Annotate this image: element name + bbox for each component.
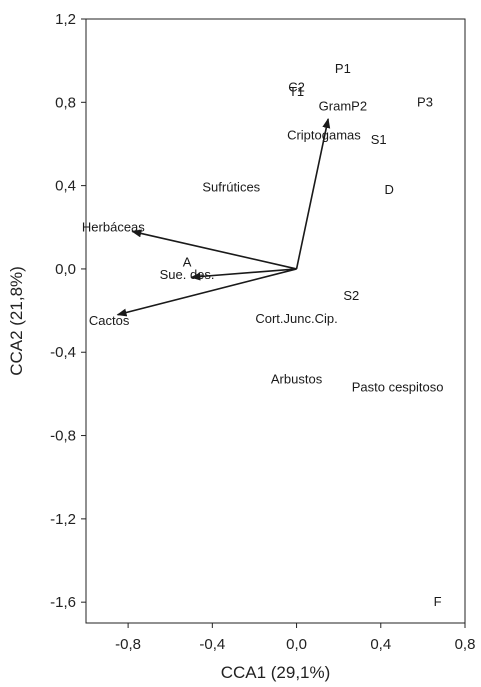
vector-arrow [190,268,297,281]
point-label: Sufrútices [202,180,260,195]
y-tick-label: -0,8 [50,428,76,445]
environmental-vectors [116,117,331,317]
y-tick-label: 0,0 [55,261,76,278]
plot-frame [85,18,466,624]
y-tick-label: -0,4 [50,344,76,361]
point-label: S1 [371,132,387,147]
x-axis-title: CCA1 (29,1%) [221,663,331,682]
y-axis-ticks: 1,2 0,8 0,4 0,0 -0,4 -0,8 -1,2 -1,6 [50,11,86,611]
point-label: Cort.Junc.Cip. [255,311,337,326]
vector-arrow [116,268,297,317]
vector-arrow [295,117,331,270]
point-label: F [434,594,442,609]
y-tick-label: 0,4 [55,178,76,195]
y-tick-label: -1,2 [50,511,76,528]
x-tick-label: 0,0 [286,636,307,653]
point-label: Cactos [89,313,130,328]
vector-arrow [131,229,297,270]
point-label: Sue. des. [160,267,215,282]
point-label: Herbáceas [82,219,145,234]
point-label: A [183,255,192,270]
point-label: Pasto cespitoso [352,380,444,395]
point-label: Criptogamas [287,128,361,143]
point-label: GramP2 [319,98,367,113]
point-label: C2 [288,80,305,95]
y-tick-label: 1,2 [55,11,76,28]
x-axis-ticks: -0,8 -0,4 0,0 0,4 0,8 [115,623,475,653]
point-label: D [385,182,394,197]
point-label: P1 [335,61,351,76]
point-label: T1 [289,84,304,99]
x-tick-label: -0,8 [115,636,141,653]
y-tick-label: 0,8 [55,94,76,111]
point-label: P3 [417,94,433,109]
y-tick-label: -1,6 [50,594,76,611]
y-axis-title: CCA2 (21,8%) [7,266,26,376]
x-tick-label: 0,8 [455,636,476,653]
x-tick-label: 0,4 [370,636,391,653]
point-label: S2 [343,288,359,303]
x-tick-label: -0,4 [199,636,225,653]
point-label: Arbustos [271,371,323,386]
